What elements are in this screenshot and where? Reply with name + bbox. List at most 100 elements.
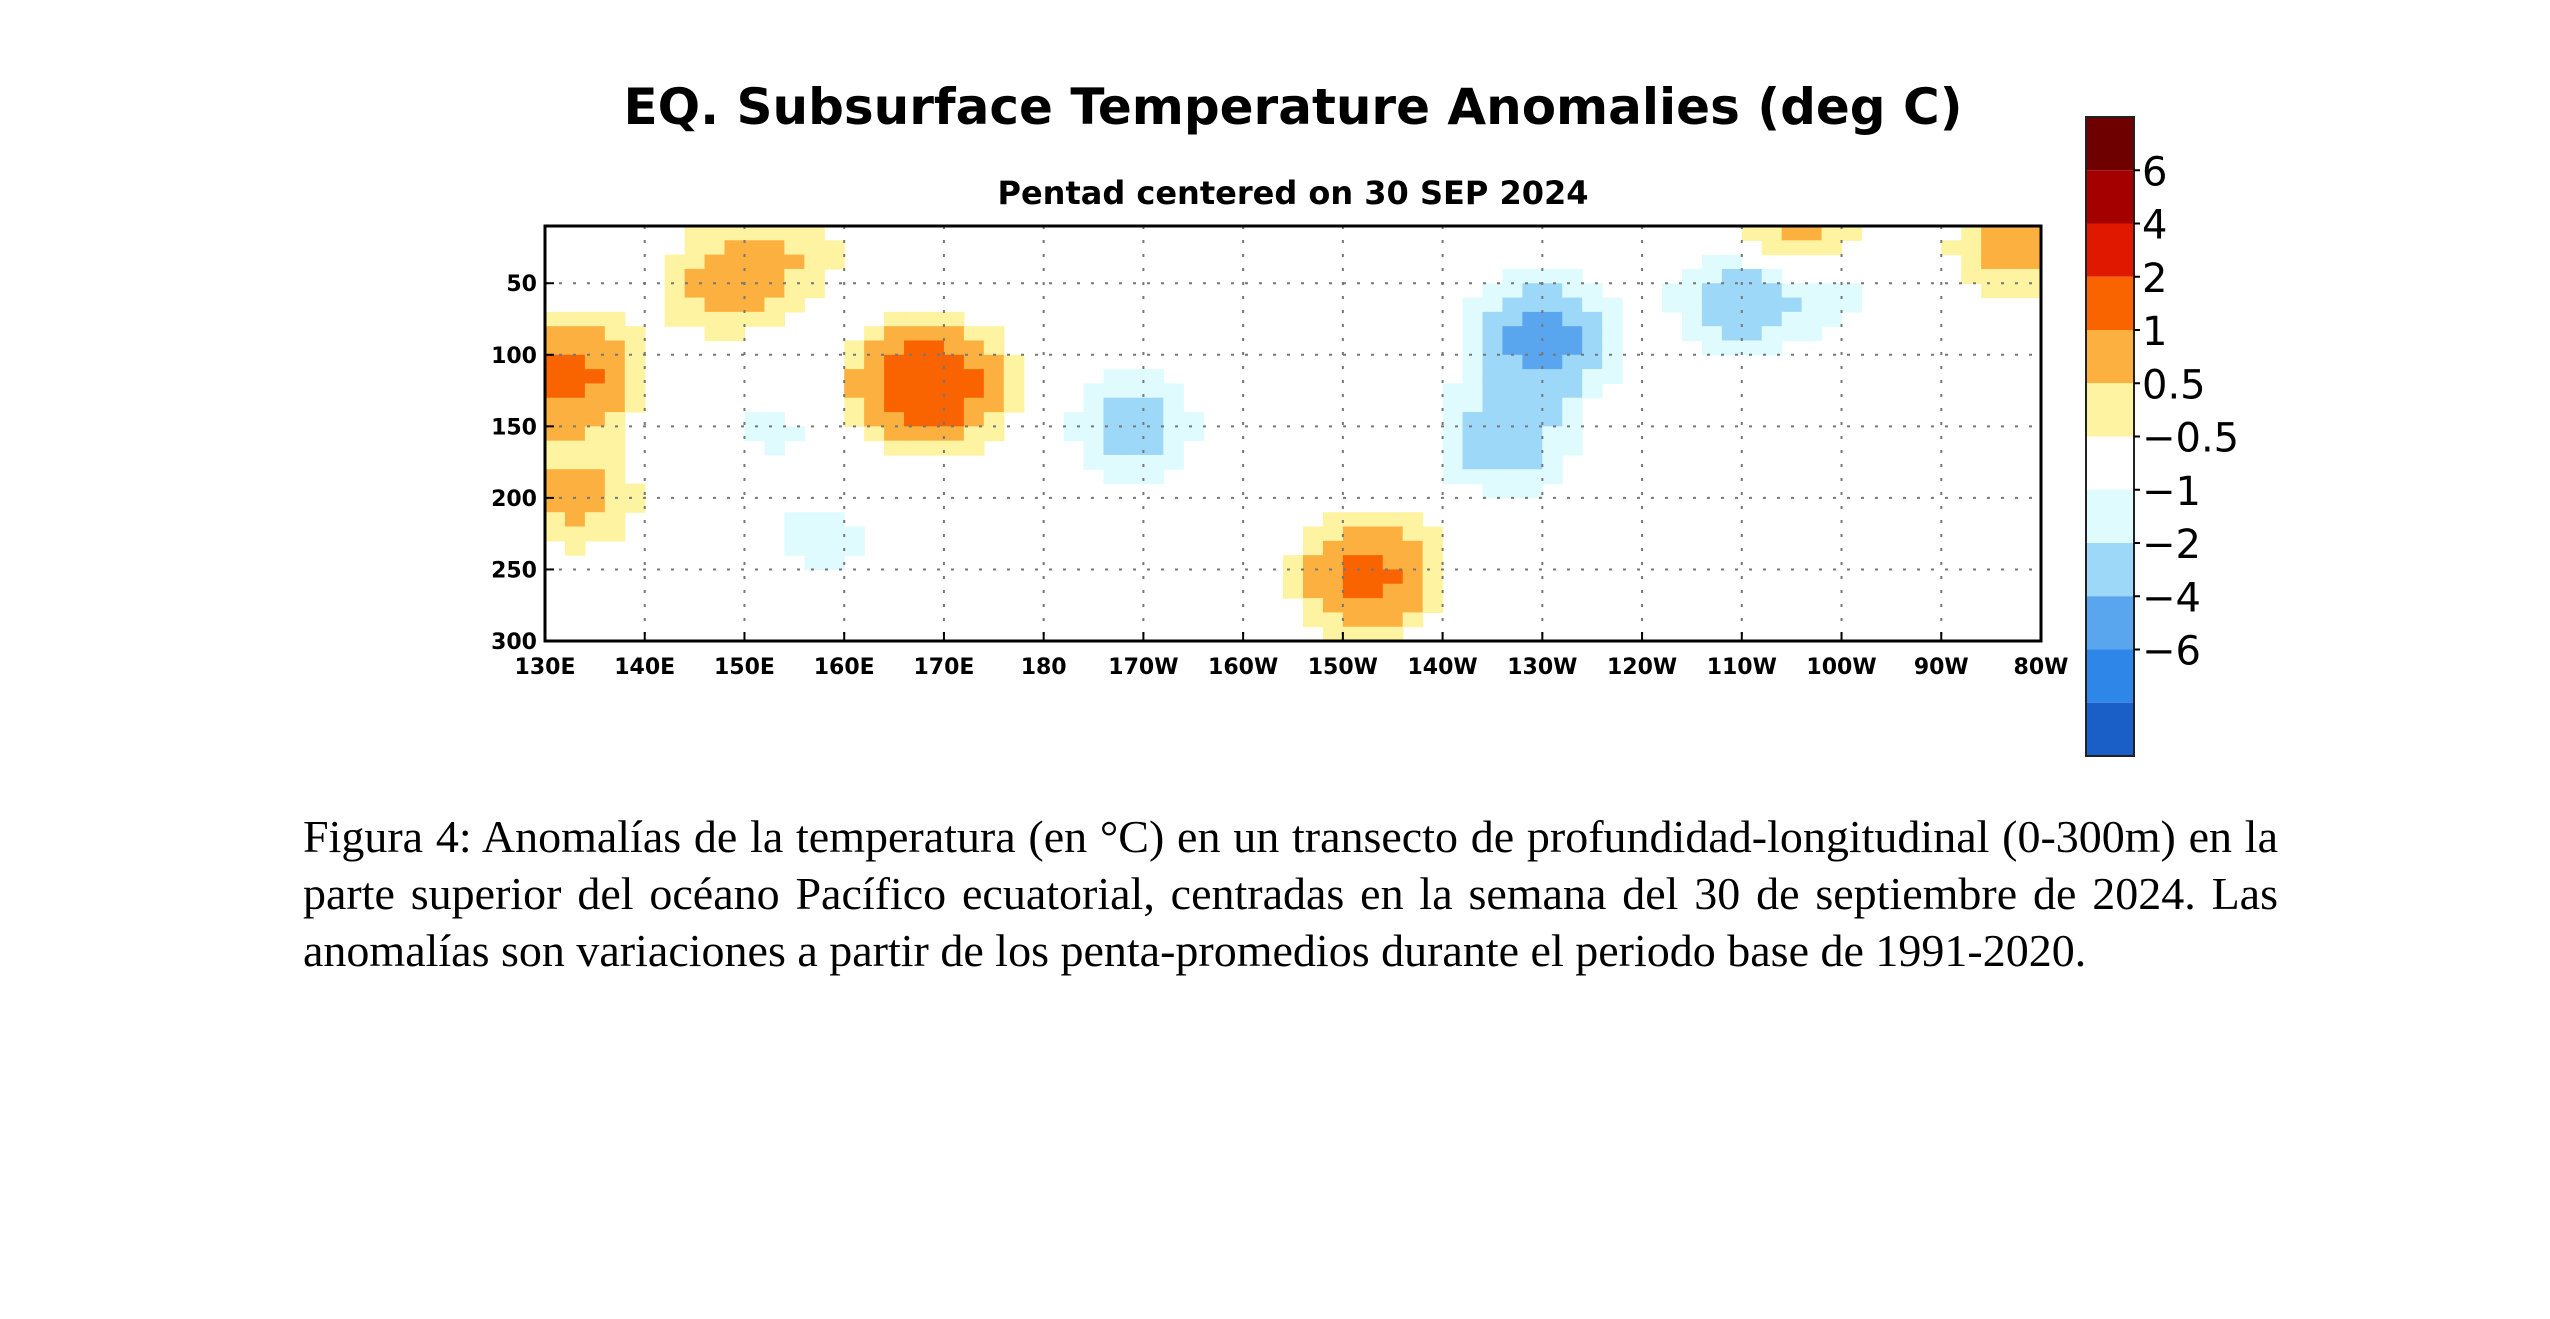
heatmap-cell — [1283, 583, 1304, 599]
heatmap-cell — [804, 512, 825, 528]
heatmap-cell — [1302, 555, 1324, 571]
heatmap-cell — [1163, 397, 1184, 413]
heatmap-cell — [545, 311, 566, 327]
heatmap-cell — [1302, 526, 1324, 542]
heatmap-cell — [545, 512, 566, 528]
heatmap-cell — [1143, 369, 1164, 385]
heatmap-cell — [1602, 297, 1623, 313]
heatmap-cell — [1502, 340, 1523, 356]
heatmap-cell — [1143, 426, 1164, 442]
heatmap-cell — [684, 297, 706, 313]
heatmap-cell — [983, 397, 1005, 413]
heatmap-cell — [744, 311, 766, 327]
heatmap-cell — [1083, 426, 1105, 442]
heatmap-cell — [1482, 340, 1504, 356]
heatmap-cell — [1402, 612, 1424, 628]
heatmap-cell — [1462, 297, 1484, 313]
heatmap-cell — [1562, 383, 1583, 399]
heatmap-cell — [1103, 426, 1125, 442]
heatmap-cell — [1422, 526, 1444, 542]
heatmap-cell — [764, 440, 785, 456]
heatmap-cell — [1482, 369, 1504, 385]
heatmap-cell — [1522, 454, 1543, 470]
heatmap-cell — [1701, 297, 1723, 313]
heatmap-cell — [1302, 540, 1324, 556]
x-tick-label: 130E — [515, 655, 576, 680]
heatmap-cell — [1522, 283, 1543, 299]
heatmap-cell — [1741, 268, 1763, 284]
colorbar-swatch — [2086, 543, 2134, 597]
heatmap-cell — [844, 526, 865, 542]
colorbar-swatch — [2086, 170, 2134, 224]
heatmap-cell — [804, 540, 825, 556]
x-tick-label: 150E — [714, 655, 775, 680]
heatmap-cell — [2021, 240, 2041, 256]
heatmap-cell — [1562, 397, 1583, 413]
heatmap-cell — [1322, 626, 1344, 641]
heatmap-cell — [1442, 440, 1464, 456]
heatmap-cell — [604, 512, 626, 528]
heatmap-cell — [1582, 354, 1603, 370]
heatmap-cell — [1721, 326, 1743, 342]
heatmap-cell — [1402, 598, 1424, 613]
heatmap-cell — [844, 340, 865, 356]
heatmap-cell — [704, 326, 726, 342]
heatmap-cell — [1961, 226, 1982, 241]
heatmap-cell — [1482, 469, 1504, 485]
heatmap-cell — [1701, 254, 1723, 270]
heatmap-cell — [1542, 412, 1563, 427]
heatmap-cell — [904, 383, 925, 399]
heatmap-cell — [584, 369, 606, 385]
heatmap-cell — [564, 369, 586, 385]
heatmap-cell — [1462, 412, 1484, 427]
heatmap-cell — [764, 297, 785, 313]
heatmap-cell — [1761, 340, 1783, 356]
heatmap-cell — [923, 397, 945, 413]
x-tick-label: 150W — [1308, 655, 1378, 680]
heatmap-cell — [1602, 369, 1623, 385]
heatmap-cell — [904, 326, 925, 342]
heatmap-cell — [1482, 397, 1504, 413]
colorbar-swatch — [2086, 330, 2134, 384]
heatmap-cell — [1801, 311, 1823, 327]
heatmap-cell — [884, 354, 905, 370]
heatmap-cell — [1502, 354, 1523, 370]
heatmap-cell — [624, 383, 646, 399]
heatmap-cell — [864, 397, 885, 413]
heatmap-cell — [1123, 397, 1144, 413]
heatmap-cell — [784, 254, 805, 270]
heatmap-cell — [1342, 598, 1364, 613]
heatmap-cell — [1781, 283, 1803, 299]
heatmap-cell — [545, 426, 566, 442]
heatmap-cell — [664, 254, 686, 270]
heatmap-cell — [1562, 369, 1583, 385]
heatmap-cell — [1502, 469, 1523, 485]
heatmap-cell — [2001, 226, 2022, 241]
colorbar-swatch — [2086, 223, 2134, 277]
heatmap-cell — [564, 512, 586, 528]
heatmap-cell — [624, 483, 646, 499]
heatmap-cell — [1322, 512, 1344, 528]
heatmap-cell — [1542, 297, 1563, 313]
heatmap-cell — [604, 383, 626, 399]
heatmap-cell — [1442, 454, 1464, 470]
heatmap-cell — [1542, 426, 1563, 442]
heatmap-cell — [1502, 326, 1523, 342]
heatmap-cell — [1582, 311, 1603, 327]
chart-subtitle: Pentad centered on 30 SEP 2024 — [998, 174, 1589, 212]
heatmap-cell — [1442, 412, 1464, 427]
heatmap-cell — [1721, 254, 1743, 270]
x-tick-label: 140E — [614, 655, 675, 680]
heatmap-cell — [824, 240, 845, 256]
heatmap-cell — [1522, 354, 1543, 370]
heatmap-cell — [1322, 526, 1344, 542]
y-tick-label: 300 — [491, 630, 537, 655]
heatmap-cell — [564, 354, 586, 370]
x-tick-label: 160W — [1208, 655, 1278, 680]
heatmap-cell — [604, 326, 626, 342]
heatmap-cell — [604, 369, 626, 385]
heatmap-cell — [1841, 283, 1863, 299]
heatmap-cell — [1542, 311, 1563, 327]
heatmap-cell — [1382, 626, 1404, 641]
heatmap-cell — [604, 526, 626, 542]
